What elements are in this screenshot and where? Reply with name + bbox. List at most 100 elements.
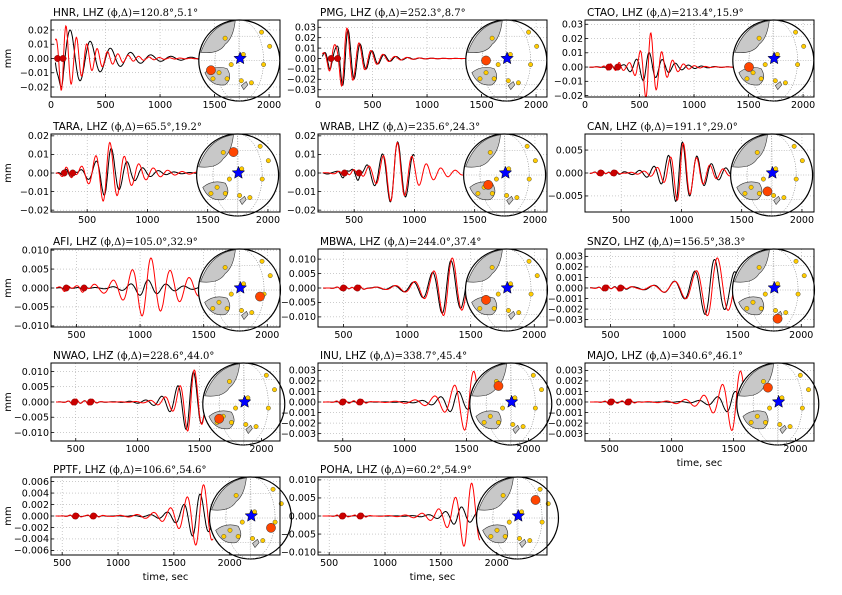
highlighted-station [772,313,783,324]
arrival-marker [72,512,79,520]
y-tick-label: 0.02 [28,131,49,142]
y-tick-label: 0.00 [295,54,316,65]
station-dot [528,291,534,297]
y-axis-label: mm [3,163,14,182]
y-tick-label: 0.006 [22,477,49,488]
station-dot [488,534,494,539]
arrival-marker [340,284,347,292]
arrival-marker [62,284,70,292]
station-dot [259,176,265,182]
station-dot [530,372,536,378]
highlighted-station [763,382,773,393]
station-dot [748,420,754,425]
synthetic-trace [55,484,214,546]
x-tick-label: 1500 [192,330,216,341]
station-dot [253,424,259,429]
station-dot [224,306,230,311]
station-dot [756,265,762,270]
globe-map [208,476,293,560]
y-axis-label: mm [3,392,14,411]
station-dot [772,78,778,84]
y-axis-label: mm [3,278,14,297]
station-dot [750,299,756,305]
y-tick-label: 0.010 [22,245,49,256]
title-station: TARA, LHZ [52,121,111,133]
event-star [504,394,519,408]
y-tick-label: −0.005 [281,529,316,540]
title-station: MAJO, LHZ [587,350,646,362]
new-zealand-landmass [779,424,787,435]
x-tick-label: 1000 [393,444,417,455]
station-dot [526,29,531,35]
event-star [500,51,514,65]
arrival-marker [356,398,364,406]
title-params: (ϕ,Δ)=65.5°,19.2° [111,122,202,133]
australia-landmass [471,66,498,86]
subplot-title: POHA, LHZ (ϕ,Δ)=60.2°,54.9° [320,464,472,476]
station-dot [506,308,511,313]
synthetic-trace [589,142,754,201]
event-star [771,394,786,408]
y-tick-label: 0.03 [295,23,316,34]
y-tick-label: 0.02 [295,131,316,142]
station-dot [229,420,234,425]
station-dot [756,191,762,196]
station-dot [500,493,506,498]
event-star [233,280,248,294]
x-tick-label: 500 [53,558,71,569]
observed-trace [323,260,490,314]
station-dot [228,62,234,67]
new-zealand-landmass [240,81,249,91]
station-dot [210,76,216,82]
station-dot [744,306,750,311]
y-tick-label: −0.001 [548,294,583,305]
globe-map [469,362,553,446]
highlighted-station [530,495,541,505]
subplot-title: TARA, LHZ (ϕ,Δ)=65.5°,19.2° [52,121,202,133]
x-tick-label: 500 [630,100,648,111]
event-star [231,165,246,179]
event-star [500,280,515,294]
x-tick-label: 1000 [415,100,439,111]
title-station: NWAO, LHZ [53,350,117,362]
x-tick-label: 500 [601,330,619,341]
synthetic-trace [321,27,487,87]
globe-map [197,248,282,332]
station-dot [797,372,803,378]
new-zealand-landmass [774,81,783,91]
asia-landmass [734,20,770,54]
station-dot [516,310,522,315]
x-tick-label: 2000 [523,215,547,226]
station-dot [744,76,750,82]
station-dot [261,62,266,67]
station-dot [487,150,493,155]
y-tick-label: −0.02 [287,75,316,86]
highlighted-station [483,179,494,190]
y-tick-label: 0.01 [295,43,316,54]
station-dot [801,43,807,49]
globe-map [462,133,547,217]
station-dot [247,195,253,200]
station-dot [760,176,766,182]
station-dot [526,176,532,182]
x-axis-label: time, sec [143,572,189,583]
subplot-title: CAN, LHZ (ϕ,Δ)=191.1°,29.0° [587,121,738,133]
synthetic-trace [322,142,487,202]
station-dot [237,193,243,198]
y-tick-label: −0.01 [20,187,49,198]
australia-landmass [736,181,763,201]
arrival-marker [334,55,342,62]
x-tick-label: 1500 [730,215,754,226]
y-tick-label: 0.005 [22,264,49,275]
synthetic-trace [54,24,215,91]
station-dot [787,424,793,429]
synthetic-trace [56,369,213,432]
meridian-line [485,362,536,446]
station-dot [504,193,510,198]
station-dot [263,372,269,378]
station-dot [532,158,538,164]
subplot-inu: 500 1000 1500 2000−0.003−0.002−0.0010.0000.… [281,350,553,455]
y-tick-label: −0.01 [20,68,49,79]
station-dot [220,150,226,155]
x-tick-label: 500 [67,330,85,341]
